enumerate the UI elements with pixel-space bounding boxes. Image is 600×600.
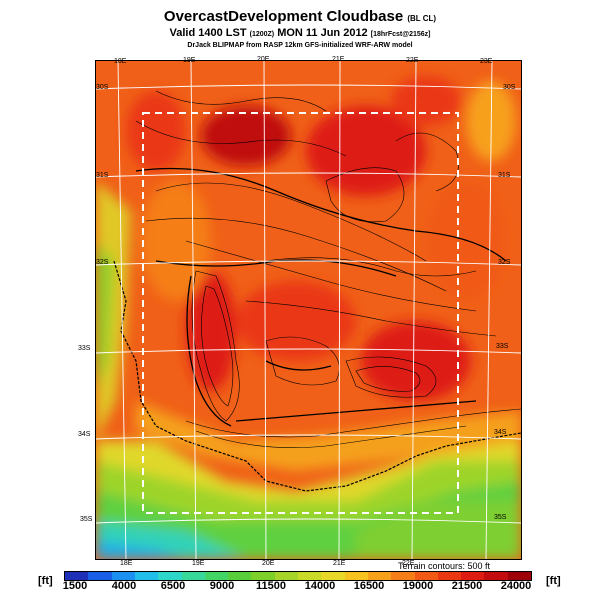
colorbar-tick-label: 19000	[402, 580, 434, 592]
colorbar-cell	[158, 572, 182, 580]
lon-label-top: 18E	[114, 58, 127, 65]
terrain-contour-note: Terrain contours: 500 ft	[398, 561, 491, 571]
unit-label-left: [ft]	[38, 575, 53, 587]
lat-label-right: 35S	[494, 514, 507, 521]
valid-time: Valid 1400 LST (1200Z) MON 11 Jun 2012 […	[169, 27, 431, 39]
colorbar-cell	[391, 572, 415, 580]
lon-label-top: 19E	[183, 57, 196, 64]
lon-label-top: 21E	[332, 56, 345, 63]
colorbar-cell	[204, 572, 229, 580]
colorbar-cell	[274, 572, 299, 580]
lon-label-bottom: 18E	[120, 560, 133, 567]
lon-label-bottom: 19E	[192, 560, 205, 567]
colorbar-tick-label: 16500	[353, 580, 385, 592]
terrain-contours	[135, 90, 521, 448]
colorbar-cell	[134, 572, 159, 580]
colorbar-tick-label: 21500	[451, 580, 483, 592]
colorbar-cell	[344, 572, 369, 580]
lat-label-left: 33S	[78, 345, 91, 352]
colorbar-tick-label: 14000	[304, 580, 336, 592]
map-canvas	[96, 61, 521, 559]
forecast-map	[95, 60, 522, 560]
colorbar-cell	[437, 572, 462, 580]
colorbar-tick-label: 9000	[209, 580, 235, 592]
lon-label-bottom: 21E	[333, 560, 346, 567]
colorbar-cell	[507, 572, 532, 580]
colorbar-tick-label: 24000	[500, 580, 532, 592]
lat-label-left: 32S	[96, 259, 109, 266]
colorbar-cell	[298, 572, 322, 580]
lat-label-right: 31S	[498, 172, 511, 179]
lon-label-bottom: 22E	[402, 560, 415, 567]
coastline	[113, 260, 521, 492]
colorbar-cell	[181, 572, 206, 580]
colorbar	[64, 571, 532, 581]
colorbar-cell	[367, 572, 392, 580]
colorbar-tick-label: 1500	[62, 580, 88, 592]
colorbar-cell	[461, 572, 485, 580]
lat-label-left: 35S	[80, 516, 93, 523]
lat-label-left: 30S	[96, 84, 109, 91]
lat-label-right: 30S	[503, 84, 516, 91]
colorbar-tick-label: 4000	[111, 580, 137, 592]
lat-lon-grid	[96, 61, 521, 559]
lon-label-top: 23E	[480, 58, 493, 65]
lat-label-right: 33S	[496, 343, 509, 350]
lat-label-left: 31S	[96, 172, 109, 179]
model-credit: DrJack BLIPMAP from RASP 12km GFS-initia…	[187, 42, 413, 49]
lat-label-left: 34S	[78, 431, 91, 438]
colorbar-cell	[251, 572, 276, 580]
lat-label-right: 34S	[494, 429, 507, 436]
colorbar-cell	[484, 572, 509, 580]
colorbar-cell	[414, 572, 439, 580]
inner-domain-box	[142, 112, 459, 514]
colorbar-tick-label: 6500	[160, 580, 186, 592]
lon-label-bottom: 20E	[262, 560, 275, 567]
lat-label-right: 32S	[498, 259, 511, 266]
colorbar-cell	[111, 572, 136, 580]
colorbar-cell	[65, 572, 89, 580]
colorbar-cell	[88, 572, 113, 580]
map-title: OvercastDevelopment Cloudbase (BL CL)	[163, 8, 437, 25]
unit-label-right: [ft]	[546, 575, 561, 587]
lon-label-top: 20E	[257, 56, 270, 63]
colorbar-tick-label: 11500	[256, 580, 286, 592]
colorbar-cell	[321, 572, 346, 580]
colorbar-cell	[228, 572, 252, 580]
lon-label-top: 22E	[406, 57, 419, 64]
